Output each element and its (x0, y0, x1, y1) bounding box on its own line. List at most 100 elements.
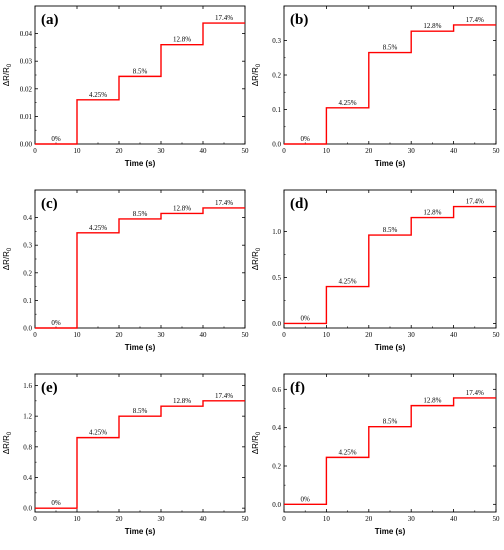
x-axis-title: Time (s) (125, 527, 156, 536)
y-tick-label: 0.3 (272, 37, 281, 45)
y-tick-label: 0.0 (272, 141, 281, 149)
x-tick-label: 30 (408, 331, 416, 339)
y-tick-label: 1.2 (23, 413, 32, 421)
strain-annotation: 17.4% (215, 14, 233, 22)
y-tick-label: 0.0 (272, 320, 281, 328)
strain-annotation: 8.5% (383, 418, 398, 426)
y-axis-title: ΔR/R0 (2, 247, 13, 270)
strain-annotation: 17.4% (215, 199, 233, 207)
x-tick-label: 0 (282, 331, 286, 339)
panel-label: (a) (41, 12, 59, 28)
x-tick-label: 40 (450, 147, 458, 155)
strain-annotation: 12.8% (423, 397, 441, 405)
x-tick-label: 0 (33, 147, 37, 155)
strain-annotation: 12.8% (173, 397, 191, 405)
y-axis-title-subscript: 0 (7, 431, 13, 435)
x-tick-label: 10 (323, 515, 331, 523)
x-tick-label: 0 (33, 515, 37, 523)
y-axis-title-subscript: 0 (256, 431, 262, 435)
x-tick-label: 30 (158, 331, 166, 339)
strain-annotation: 12.8% (423, 209, 441, 217)
x-tick-label: 10 (323, 147, 331, 155)
x-tick-label: 30 (408, 147, 416, 155)
panel-label: (d) (290, 196, 308, 212)
step-series-line (35, 207, 245, 329)
y-axis-title-subscript: 0 (256, 247, 262, 251)
y-tick-label: 0.2 (272, 72, 281, 80)
x-tick-label: 30 (158, 515, 166, 523)
y-tick-label: 0.1 (272, 106, 281, 114)
y-axis-title-subscript: 0 (256, 63, 262, 67)
x-tick-label: 20 (365, 147, 373, 155)
x-tick-label: 10 (74, 147, 82, 155)
panel-label: (e) (41, 380, 58, 396)
x-axis-title: Time (s) (375, 527, 406, 536)
y-tick-label: 0.5 (272, 274, 281, 282)
y-tick-label: 0.02 (20, 85, 33, 93)
x-tick-label: 20 (116, 515, 124, 523)
y-tick-label: 0.00 (20, 141, 33, 149)
plot-frame (283, 189, 497, 329)
y-axis-title-subscript: 0 (7, 63, 13, 67)
strain-annotation: 8.5% (383, 226, 398, 234)
x-tick-label: 40 (200, 515, 208, 523)
strain-annotation: 17.4% (466, 16, 484, 24)
step-series-line (35, 400, 245, 509)
x-tick-label: 50 (242, 147, 250, 155)
step-series-line (35, 22, 245, 145)
x-tick-label: 40 (450, 515, 458, 523)
y-axis-title-subscript: 0 (7, 247, 13, 251)
step-series-line (284, 24, 496, 145)
x-tick-label: 0 (33, 331, 37, 339)
strain-annotation: 12.8% (173, 204, 191, 212)
y-tick-label: 0.3 (23, 242, 32, 250)
strain-annotation: 12.8% (173, 36, 191, 44)
strain-annotation: 4.25% (89, 91, 107, 99)
plot-frame (34, 373, 246, 513)
strain-annotation: 8.5% (133, 210, 148, 218)
x-tick-label: 50 (493, 331, 501, 339)
x-axis-title: Time (s) (375, 159, 406, 168)
y-tick-label: 0.4 (23, 214, 32, 222)
x-tick-label: 50 (493, 515, 501, 523)
strain-annotation: 17.4% (215, 392, 233, 400)
strain-annotation: 8.5% (383, 44, 398, 52)
panel-label: (c) (41, 196, 58, 212)
y-tick-label: 0.03 (20, 58, 33, 66)
x-tick-label: 50 (242, 331, 250, 339)
strain-annotation: 0% (301, 495, 311, 503)
x-tick-label: 10 (323, 331, 331, 339)
strain-annotation: 17.4% (466, 198, 484, 206)
y-tick-label: 0.2 (23, 269, 32, 277)
x-axis-title: Time (s) (125, 159, 156, 168)
y-tick-label: 0.2 (272, 463, 281, 471)
chart-panel: 0 10 20 30 40 50 0.0 0.2 0.4 0.6 Time (s) ΔR/R0 0% 4.… (251, 373, 501, 536)
x-tick-label: 20 (116, 147, 124, 155)
y-tick-label: 0.4 (272, 424, 281, 432)
y-tick-label: 1.0 (272, 228, 281, 236)
strain-annotation: 0% (301, 314, 311, 322)
y-tick-label: 0.8 (23, 443, 32, 451)
y-tick-label: 0.01 (20, 113, 33, 121)
x-tick-label: 20 (116, 331, 124, 339)
step-series-line (284, 397, 496, 506)
x-tick-label: 40 (200, 331, 208, 339)
y-tick-label: 0.4 (23, 474, 32, 482)
x-tick-label: 20 (365, 515, 373, 523)
strain-annotation: 0% (51, 499, 61, 507)
strain-annotation: 17.4% (466, 389, 484, 397)
x-tick-label: 50 (242, 515, 250, 523)
y-tick-label: 0.0 (23, 505, 32, 513)
x-axis-title: Time (s) (125, 343, 156, 352)
strain-annotation: 4.25% (89, 429, 107, 437)
step-series-line (284, 205, 496, 325)
strain-annotation: 12.8% (423, 22, 441, 30)
y-tick-label: 0.6 (272, 386, 281, 394)
y-axis-title: ΔR/R0 (251, 63, 262, 86)
x-tick-label: 40 (450, 331, 458, 339)
chart-panel: 0 10 20 30 40 50 0.0 0.1 0.2 0.3 Time (s) ΔR/R0 0% 4.… (251, 5, 500, 168)
strain-annotation: 8.5% (133, 407, 148, 415)
chart-panel: 0 10 20 30 40 50 0.00 0.01 0.02 0.03 0.04 Time (s) Δ… (2, 5, 250, 168)
